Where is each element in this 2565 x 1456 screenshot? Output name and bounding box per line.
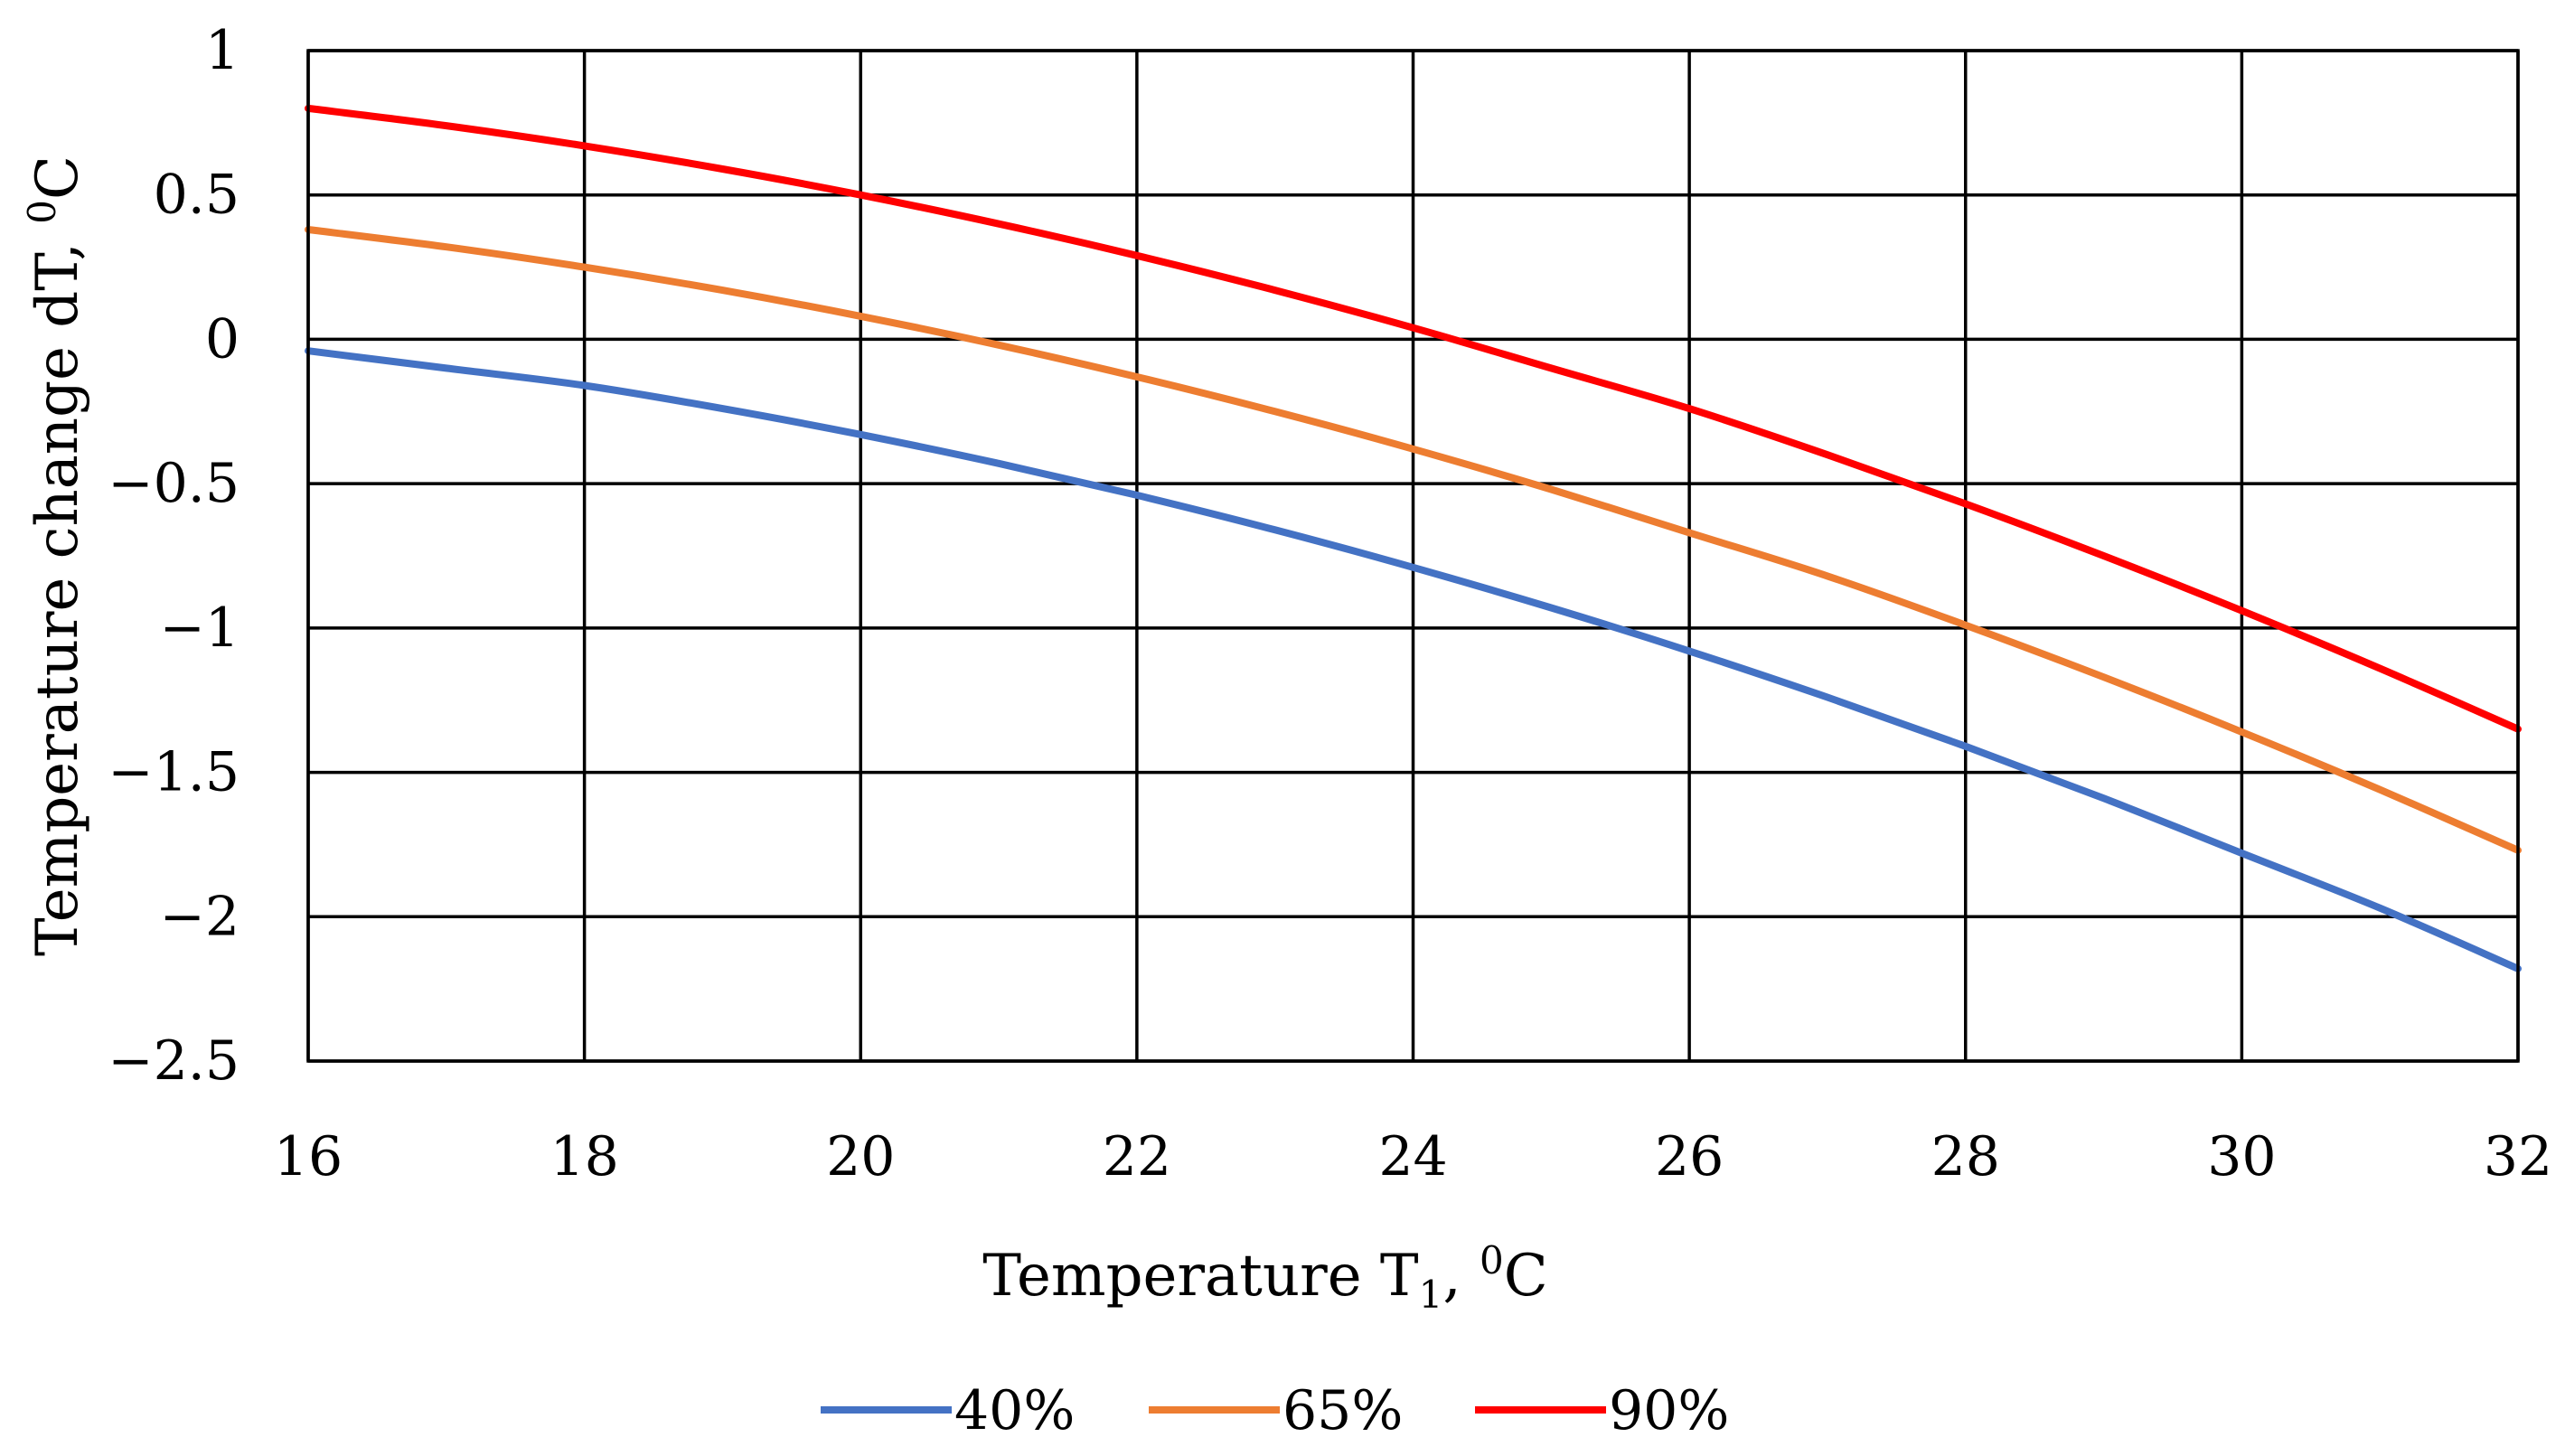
x-tick-label: 30 bbox=[2207, 1125, 2276, 1188]
series-line-90pct bbox=[305, 104, 2522, 733]
x-tick-label: 24 bbox=[1378, 1125, 1447, 1188]
legend-item-90pct: 90% bbox=[1475, 1379, 1729, 1442]
x-axis-tick-labels: 16 18 20 22 24 26 28 30 32 bbox=[274, 1125, 2552, 1188]
x-tick-label: 22 bbox=[1103, 1125, 1171, 1188]
x-tick-label: 28 bbox=[1931, 1125, 2000, 1188]
legend-label: 90% bbox=[1609, 1379, 1729, 1442]
legend-item-40pct: 40% bbox=[821, 1379, 1075, 1442]
y-tick-label: 0 bbox=[205, 307, 240, 371]
x-tick-label: 16 bbox=[274, 1125, 343, 1188]
legend-item-65pct: 65% bbox=[1149, 1379, 1403, 1442]
y-tick-label: 1 bbox=[205, 19, 240, 82]
legend: 40% 65% 90% bbox=[821, 1379, 1729, 1442]
plot-series bbox=[305, 104, 2522, 972]
legend-label: 40% bbox=[954, 1379, 1075, 1442]
y-axis-tick-labels: 1 0.5 0 −0.5 −1 −1.5 −2 −2.5 bbox=[108, 19, 240, 1093]
legend-label: 65% bbox=[1282, 1379, 1403, 1442]
x-tick-label: 18 bbox=[550, 1125, 618, 1188]
y-tick-label: −2 bbox=[160, 885, 240, 948]
x-tick-label: 20 bbox=[826, 1125, 895, 1188]
series-line-65pct bbox=[305, 226, 2522, 854]
plot-frame bbox=[306, 49, 2520, 1063]
y-axis-title: Temperature change dT, 0C bbox=[20, 155, 91, 956]
x-tick-label: 32 bbox=[2484, 1125, 2552, 1188]
x-tick-label: 26 bbox=[1655, 1125, 1724, 1188]
y-tick-label: 0.5 bbox=[154, 164, 240, 227]
grid-lines bbox=[306, 49, 2520, 1063]
y-tick-label: −1 bbox=[160, 596, 240, 660]
y-tick-label: −2.5 bbox=[108, 1029, 240, 1093]
x-axis-title: Temperature T1, 0C bbox=[982, 1238, 1547, 1317]
y-tick-label: −0.5 bbox=[108, 452, 240, 515]
y-tick-label: −1.5 bbox=[108, 741, 240, 804]
series-line-40pct bbox=[305, 347, 2522, 972]
